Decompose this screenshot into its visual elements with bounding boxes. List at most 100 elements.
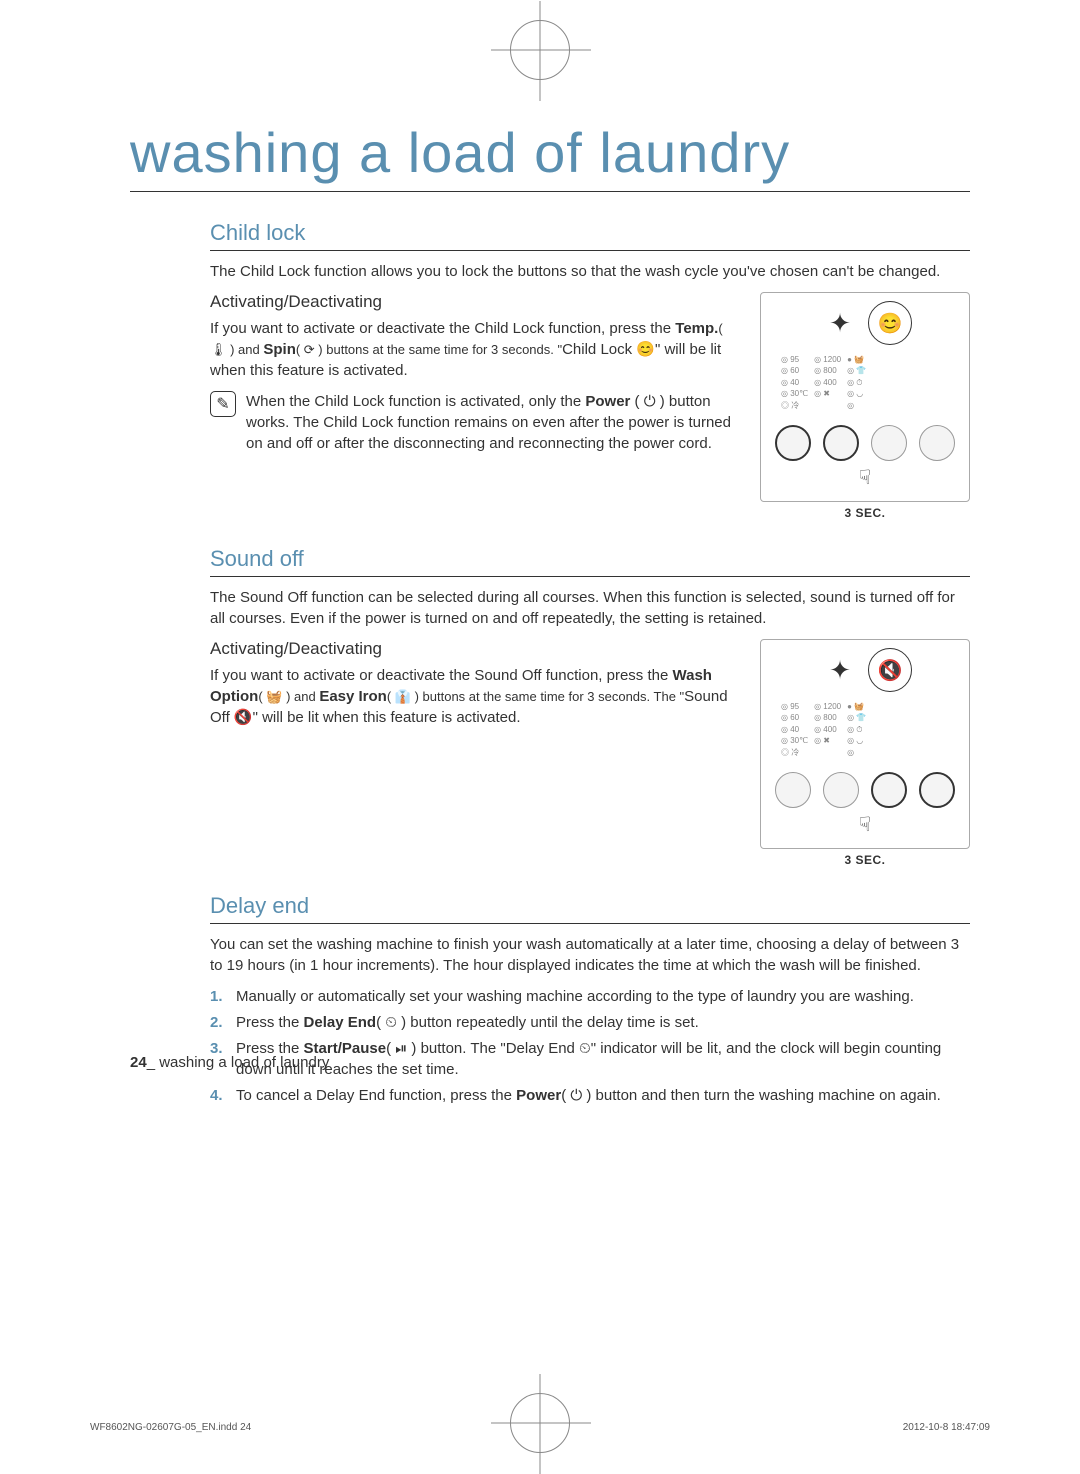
- power-label: Power: [585, 393, 630, 410]
- v: ◎ 1200: [814, 702, 841, 712]
- control-panel-diagram: ✦ 😊 ◎ 95 ◎ 60 ◎ 40 ◎ 30℃ ◎ 冷 ◎ 1200: [760, 292, 970, 502]
- zoom-soundoff-icon: 🔇: [868, 648, 912, 692]
- t: When the Child Lock function is activate…: [246, 393, 585, 410]
- v: ◎ 👕: [847, 713, 866, 723]
- v: ◎ ✖: [814, 736, 841, 746]
- knob-row: [769, 425, 961, 461]
- spin-label: Spin: [263, 341, 296, 358]
- step-2: Press the Delay End( ⏲ ) button repeated…: [210, 1012, 970, 1034]
- step-4: To cancel a Delay End function, press th…: [210, 1085, 970, 1107]
- page-footer: 24_ washing a load of laundry: [130, 1054, 329, 1071]
- spin-knob: [823, 425, 859, 461]
- v: ◎ ◡: [847, 736, 866, 746]
- child-lock-text-col: Activating/Deactivating If you want to a…: [210, 292, 740, 520]
- child-lock-row: Activating/Deactivating If you want to a…: [210, 292, 970, 520]
- childlock-lit: Child Lock 😊: [562, 341, 655, 358]
- easyiron-icon: ( 👔 ) buttons at the same time for 3 sec…: [387, 689, 684, 704]
- v: ◎ ✖: [814, 389, 841, 399]
- page-number: 24: [130, 1054, 147, 1071]
- v: ◎ 95: [781, 355, 808, 365]
- v: ◎ ⏱: [847, 378, 866, 388]
- v: ◎ 800: [814, 366, 841, 376]
- indesign-footer: WF8602NG-02607G-05_EN.indd 24 2012-10-8 …: [90, 1422, 990, 1433]
- washoption-icon: ( 🧺 ) and: [258, 689, 319, 704]
- page-container: washing a load of laundry Child lock The…: [0, 0, 1080, 1171]
- sound-off-body: If you want to activate or deactivate th…: [210, 665, 740, 728]
- delay-end-steps: Manually or automatically set your washi…: [210, 986, 970, 1107]
- sec-label: 3 SEC.: [760, 853, 970, 867]
- sound-off-subheading: Activating/Deactivating: [210, 639, 740, 659]
- delay-end-intro: You can set the washing machine to finis…: [210, 934, 970, 976]
- v: ◎ 冷: [781, 401, 808, 411]
- v: ◎: [847, 401, 866, 411]
- v: ◎: [847, 748, 866, 758]
- child-lock-intro: The Child Lock function allows you to lo…: [210, 261, 970, 282]
- spin-knob: [823, 772, 859, 808]
- sound-off-diagram: ✦ 🔇 ◎ 95 ◎ 60 ◎ 40 ◎ 30℃ ◎ 冷 ◎ 1200: [760, 639, 970, 867]
- v: ◎ 60: [781, 366, 808, 376]
- t: Manually or automatically set your washi…: [236, 988, 914, 1005]
- t: ( ⏲ ) button repeatedly until the delay …: [376, 1014, 699, 1031]
- zoom-rays-icon: ✦: [818, 648, 862, 692]
- v: ◎ ⏱: [847, 725, 866, 735]
- step-1: Manually or automatically set your washi…: [210, 986, 970, 1008]
- v: ● 🧺: [847, 702, 866, 712]
- v: ◎ 400: [814, 725, 841, 735]
- v: ◎ 40: [781, 378, 808, 388]
- power-label: Power: [516, 1087, 561, 1104]
- child-lock-note: ✎ When the Child Lock function is activa…: [210, 391, 740, 454]
- delayend-lit: Delay End ⏲: [506, 1040, 591, 1057]
- delay-end-heading: Delay end: [210, 893, 970, 924]
- v: ● 🧺: [847, 355, 866, 365]
- page-title: washing a load of laundry: [130, 120, 970, 192]
- sound-off-row: Activating/Deactivating If you want to a…: [210, 639, 970, 867]
- zoom-childlock-icon: 😊: [868, 301, 912, 345]
- indd-timestamp: 2012-10-8 18:47:09: [903, 1422, 990, 1433]
- v: ◎ 800: [814, 713, 841, 723]
- t: To cancel a Delay End function, press th…: [236, 1087, 516, 1104]
- t: ( ⏯ ) button. The ": [386, 1040, 506, 1057]
- v: ◎ 30℃: [781, 736, 808, 746]
- v: ◎ 👕: [847, 366, 866, 376]
- content-area: Child lock The Child Lock function allow…: [130, 220, 970, 1107]
- t: " will be lit when this feature is activ…: [253, 709, 521, 726]
- v: ◎ 400: [814, 378, 841, 388]
- iron-knob: [919, 425, 955, 461]
- child-lock-body: If you want to activate or deactivate th…: [210, 318, 740, 381]
- indd-filename: WF8602NG-02607G-05_EN.indd 24: [90, 1422, 251, 1433]
- press-hand-icon: ☟: [769, 465, 961, 490]
- easyiron-label: Easy Iron: [319, 688, 387, 705]
- t: Press the: [236, 1014, 304, 1031]
- delayend-label: Delay End: [304, 1014, 377, 1031]
- spin-icon: ( ⟳ ) buttons at the same time for 3 sec…: [296, 342, 562, 357]
- v: ◎ ◡: [847, 389, 866, 399]
- child-lock-subheading: Activating/Deactivating: [210, 292, 740, 312]
- v: ◎ 95: [781, 702, 808, 712]
- sound-off-heading: Sound off: [210, 546, 970, 577]
- sound-off-text-col: Activating/Deactivating If you want to a…: [210, 639, 740, 867]
- v: ◎ 1200: [814, 355, 841, 365]
- v: ◎ 冷: [781, 748, 808, 758]
- option-knob: [871, 772, 907, 808]
- footer-underscore: _: [147, 1054, 160, 1071]
- panel-temp-grid: ◎ 95 ◎ 60 ◎ 40 ◎ 30℃ ◎ 冷 ◎ 1200 ◎ 800 ◎ …: [769, 702, 961, 758]
- v: ◎ 60: [781, 713, 808, 723]
- temp-knob: [775, 772, 811, 808]
- t: ( ⏻ ) button and then turn the washing m…: [561, 1087, 941, 1104]
- note-icon: ✎: [210, 391, 236, 417]
- child-lock-note-text: When the Child Lock function is activate…: [246, 391, 740, 454]
- sound-off-intro: The Sound Off function can be selected d…: [210, 587, 970, 629]
- knob-row: [769, 772, 961, 808]
- option-knob: [871, 425, 907, 461]
- t: If you want to activate or deactivate th…: [210, 667, 673, 684]
- iron-knob: [919, 772, 955, 808]
- temp-label: Temp.: [675, 320, 718, 337]
- control-panel-diagram: ✦ 🔇 ◎ 95 ◎ 60 ◎ 40 ◎ 30℃ ◎ 冷 ◎ 1200: [760, 639, 970, 849]
- child-lock-heading: Child lock: [210, 220, 970, 251]
- child-lock-diagram: ✦ 😊 ◎ 95 ◎ 60 ◎ 40 ◎ 30℃ ◎ 冷 ◎ 1200: [760, 292, 970, 520]
- footer-text: washing a load of laundry: [159, 1054, 329, 1071]
- t: If you want to activate or deactivate th…: [210, 320, 675, 337]
- v: ◎ 30℃: [781, 389, 808, 399]
- zoom-rays-icon: ✦: [818, 301, 862, 345]
- v: ◎ 40: [781, 725, 808, 735]
